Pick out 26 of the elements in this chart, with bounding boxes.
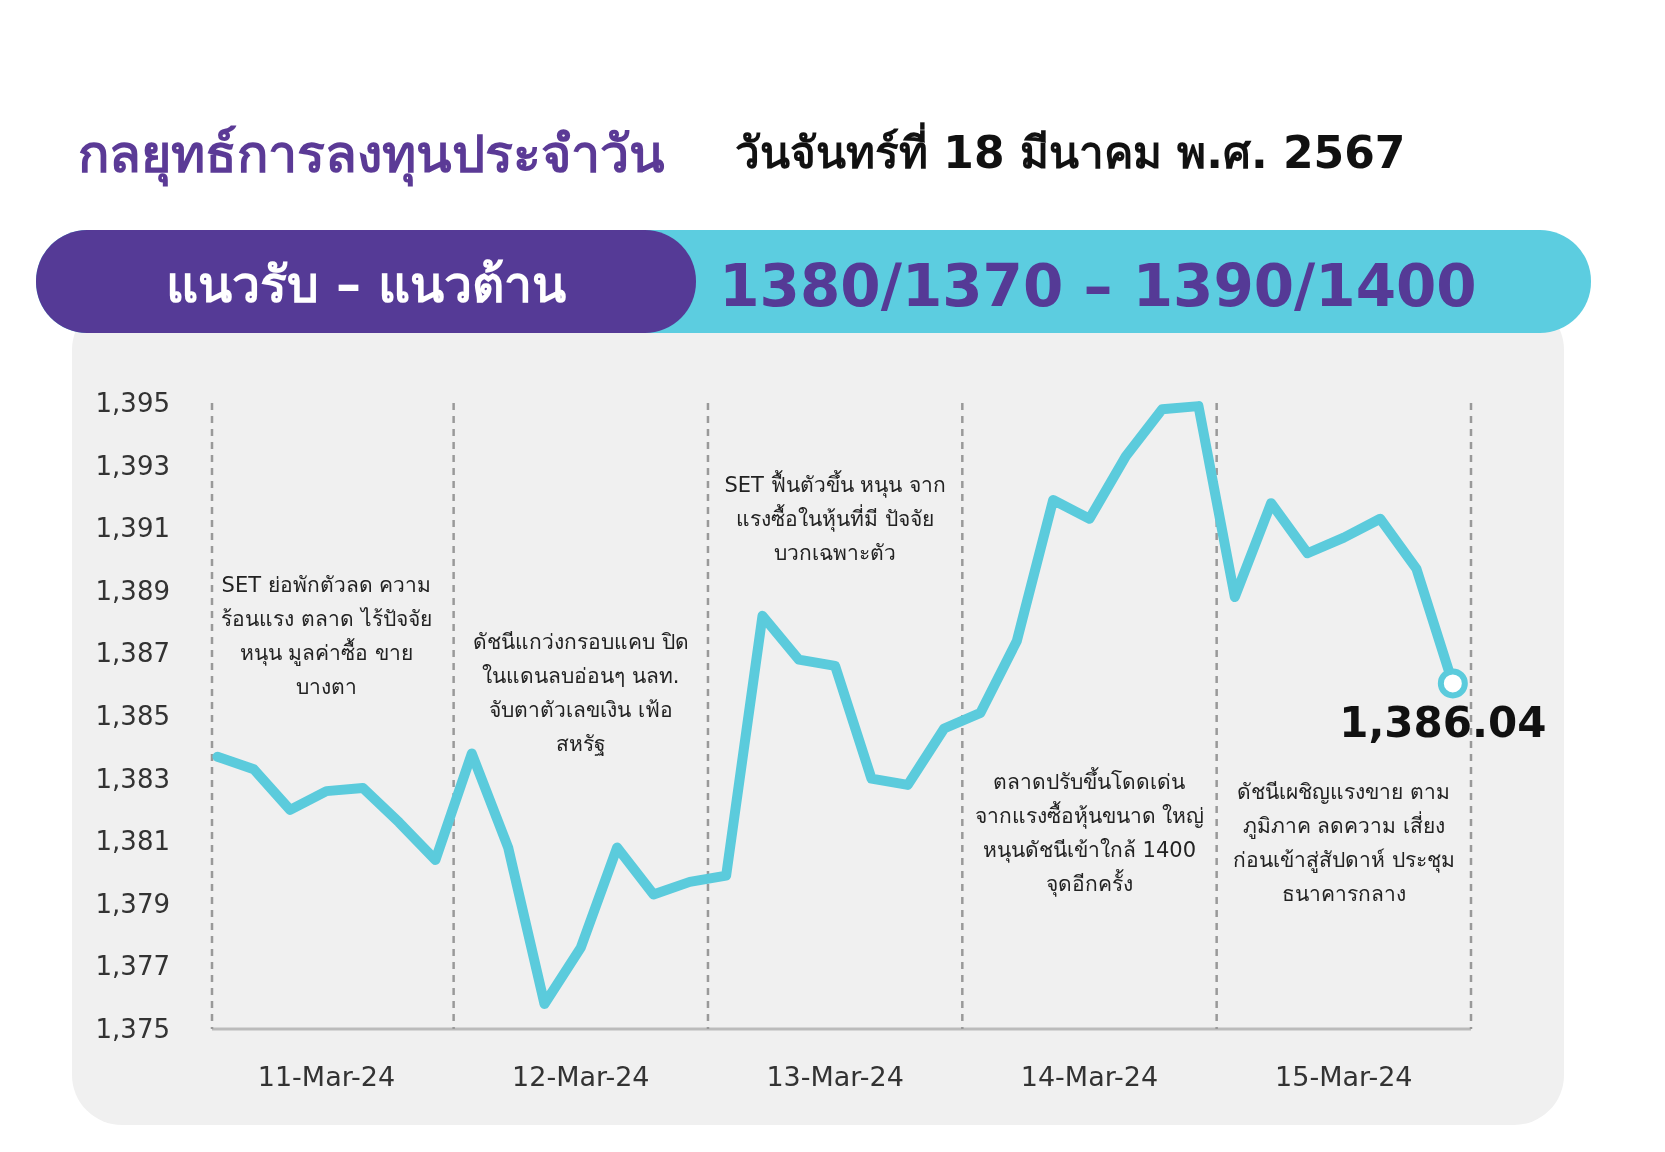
chart-title: กลยุทธ์การลงทุนประจำวัน xyxy=(78,124,665,187)
text: แนวรับ – แนวต้าน xyxy=(165,256,567,314)
data-label: 1,386.04 xyxy=(1339,698,1547,748)
chart-subtitle: วันจันทร์ที่ 18 มีนาคม พ.ศ. 2567 xyxy=(735,122,1406,178)
x-tick-label: 13-Mar-24 xyxy=(766,1061,904,1092)
y-tick-label: 1,375 xyxy=(95,1014,170,1044)
x-tick-label: 15-Mar-24 xyxy=(1275,1061,1413,1092)
y-tick-label: 1,381 xyxy=(95,826,170,857)
y-tick-label: 1,385 xyxy=(95,701,170,731)
y-tick-label: 1,389 xyxy=(95,575,170,606)
y-tick-label: 1,387 xyxy=(95,638,170,669)
y-tick-label: 1,395 xyxy=(95,388,170,418)
y-tick-label: 1,383 xyxy=(95,763,170,794)
y-tick-label: 1,391 xyxy=(95,513,170,544)
y-tick-label: 1,379 xyxy=(95,888,170,919)
x-tick-label: 14-Mar-24 xyxy=(1020,1061,1159,1092)
x-tick-label: 12-Mar-24 xyxy=(512,1061,650,1092)
annotation: SET ฟื้นตัวขึ้น หนุน จากแรงซื้อในหุ้นที่มี ปัจจัยบวกเฉพาะตัว xyxy=(723,469,947,567)
y-tick-label: 1,393 xyxy=(95,450,170,481)
text: 1380/1370 – 1390/1400 xyxy=(719,252,1477,320)
annotation: ดัชนีเผชิญแรงขาย ตามภูมิภาค ลดความ เสี่ยงก่อนเข้าสู่สัปดาห์ ประชุมธนาคารกลาง xyxy=(1232,779,1456,908)
annotation: ตลาดปรับขึ้นโดดเด่น จากแรงซื้อหุ้นขนาด ใหญ่ หนุนดัชนีเข้าใกล้ 1400 จุดอีกครั้ง xyxy=(974,766,1205,899)
annotation: SET ย่อพักตัวลด ความร้อนแรง ตลาด ไร้ปัจจัยหนุน มูลค่าซื้อ ขายบางตา xyxy=(220,572,433,701)
y-tick-label: 1,377 xyxy=(95,951,170,982)
annotation: ดัชนีแกว่งกรอบแคบ ปิดในแดนลบอ่อนๆ นลท. จับตาตัวเลขเงิน เฟ้อสหรัฐ xyxy=(471,629,690,758)
x-tick-label: 11-Mar-24 xyxy=(257,1061,396,1092)
